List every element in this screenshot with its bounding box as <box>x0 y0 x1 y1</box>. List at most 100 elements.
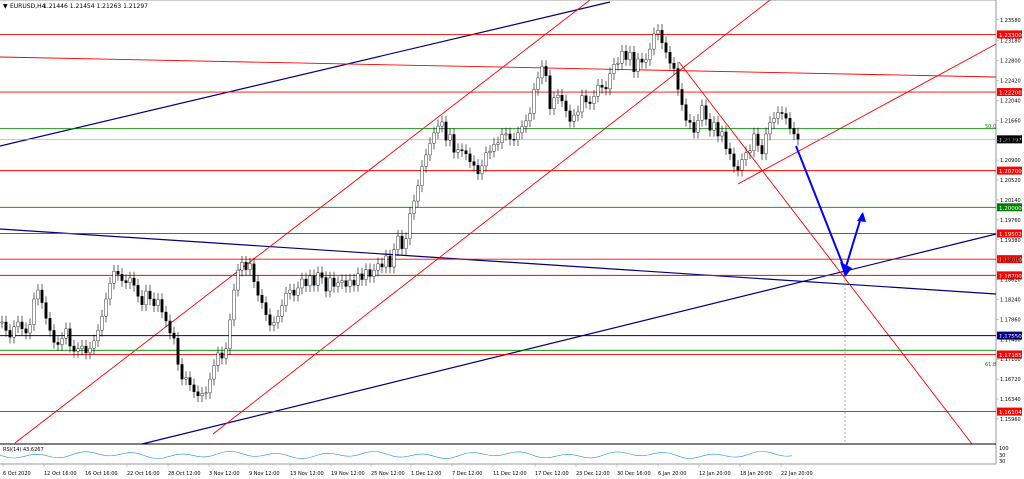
candle-body-86 <box>344 280 348 287</box>
candle-body-2 <box>8 330 12 338</box>
candle-body-140 <box>560 94 564 102</box>
candle-body-31 <box>124 280 128 283</box>
y-tick-label-19: 1.16340 <box>1000 397 1021 403</box>
candle-body-70 <box>280 305 284 317</box>
candle-body-179 <box>716 122 720 137</box>
y-tick-label-9: 1.20140 <box>1000 198 1021 204</box>
candle-body-5 <box>20 321 24 330</box>
x-tick-label-1: 12 Oct 16:00 <box>44 471 77 477</box>
candle-body-62 <box>248 263 252 270</box>
candle-body-92 <box>368 269 372 277</box>
candle-body-7 <box>28 324 32 334</box>
candle-body-146 <box>584 95 588 103</box>
candle-body-59 <box>236 269 240 291</box>
candle-body-116 <box>464 150 468 155</box>
candle-body-33 <box>132 277 136 286</box>
candle-body-129 <box>516 132 520 140</box>
candle-body-97 <box>388 255 392 268</box>
menu-arrow-icon[interactable]: ▼ <box>3 3 8 10</box>
level-tag-text-1: 1.22200 <box>999 91 1022 97</box>
level-tag-5 <box>997 203 1022 212</box>
candle-body-53 <box>212 365 216 380</box>
level-tag-9 <box>997 331 1022 340</box>
x-tick-label-16: 6 Jan 20:00 <box>658 471 686 477</box>
forecast-arrowhead-up <box>857 212 866 222</box>
x-tick-label-5: 3 Nov 12:00 <box>209 471 240 477</box>
candle-body-37 <box>148 290 152 300</box>
candle-body-142 <box>568 110 572 122</box>
x-tick-label-15: 30 Dec 16:00 <box>617 471 651 477</box>
trendline-middle-blue <box>0 228 997 295</box>
candle-body-139 <box>556 94 560 99</box>
level-tag-12 <box>997 407 1022 416</box>
candle-body-0 <box>0 321 4 324</box>
candle-body-50 <box>200 393 204 397</box>
candle-body-10 <box>40 289 44 303</box>
rsi-scale-top: 100 <box>999 446 1009 452</box>
candle-body-117 <box>468 153 472 162</box>
candle-body-57 <box>228 319 232 349</box>
candle-body-149 <box>596 85 600 97</box>
uptrend-short-red <box>737 43 997 185</box>
candle-body-105 <box>420 166 424 187</box>
candle-body-38 <box>152 298 156 306</box>
candle-body-71 <box>284 292 288 306</box>
candle-body-52 <box>208 378 212 393</box>
candle-body-189 <box>756 133 760 146</box>
x-tick-label-19: 22 Jan 20:00 <box>781 471 813 477</box>
candle-body-184 <box>736 166 740 171</box>
trendline-red-top <box>0 56 997 78</box>
candle-body-167 <box>668 52 672 64</box>
candle-body-109 <box>436 125 440 134</box>
candle-body-152 <box>608 73 612 90</box>
candle-body-23 <box>92 340 96 349</box>
level-tag-text-7: 1.19010 <box>999 258 1022 264</box>
candle-body-18 <box>72 345 76 352</box>
x-tick-label-6: 9 Nov 12:00 <box>249 471 280 477</box>
x-tick-label-11: 7 Dec 12:00 <box>452 471 482 477</box>
x-tick-label-3: 22 Oct 16:00 <box>127 471 160 477</box>
candle-body-74 <box>296 287 300 296</box>
candle-body-133 <box>532 89 536 114</box>
x-tick-label-17: 12 Jan 20:00 <box>699 471 731 477</box>
level-tag-text-5: 1.20000 <box>999 206 1022 212</box>
candle-body-63 <box>252 263 256 282</box>
candle-body-42 <box>168 320 172 334</box>
candle-body-35 <box>140 296 144 305</box>
fib-label-50: 50.0 <box>985 124 996 130</box>
rsi-line <box>0 451 793 459</box>
y-tick-label-11: 1.19380 <box>1000 238 1021 244</box>
candle-body-55 <box>220 352 224 359</box>
candle-body-73 <box>292 289 296 296</box>
candle-body-8 <box>32 298 36 325</box>
candle-body-134 <box>536 77 540 90</box>
candle-body-16 <box>64 328 68 339</box>
candle-body-156 <box>624 50 628 60</box>
level-tag-text-9: 1.17550 <box>999 334 1022 340</box>
candle-body-171 <box>684 104 688 121</box>
candle-body-121 <box>484 152 488 167</box>
candle-body-14 <box>56 342 60 345</box>
candle-body-182 <box>728 148 732 155</box>
x-tick-label-2: 16 Oct 16:00 <box>85 471 118 477</box>
candle-body-15 <box>60 338 64 345</box>
candle-body-102 <box>408 213 412 239</box>
candle-body-66 <box>264 302 268 315</box>
x-tick-label-0: 6 Oct 2020 <box>3 471 31 477</box>
candle-body-3 <box>12 326 16 338</box>
candle-body-127 <box>508 133 512 140</box>
candle-body-89 <box>356 273 360 286</box>
y-tick-label-15: 1.17860 <box>1000 317 1021 323</box>
candle-body-147 <box>588 101 592 104</box>
candle-body-176 <box>704 105 708 120</box>
candle-body-120 <box>480 165 484 174</box>
y-tick-label-12: 1.19000 <box>1000 258 1021 264</box>
candle-body-93 <box>372 269 376 277</box>
x-tick-label-14: 23 Dec 12:00 <box>576 471 610 477</box>
rsi-label: RSI(14) 43.6267 <box>3 447 44 453</box>
candle-body-103 <box>412 200 416 214</box>
candle-body-173 <box>692 122 696 133</box>
candle-body-90 <box>360 273 364 280</box>
candle-body-67 <box>268 314 272 326</box>
